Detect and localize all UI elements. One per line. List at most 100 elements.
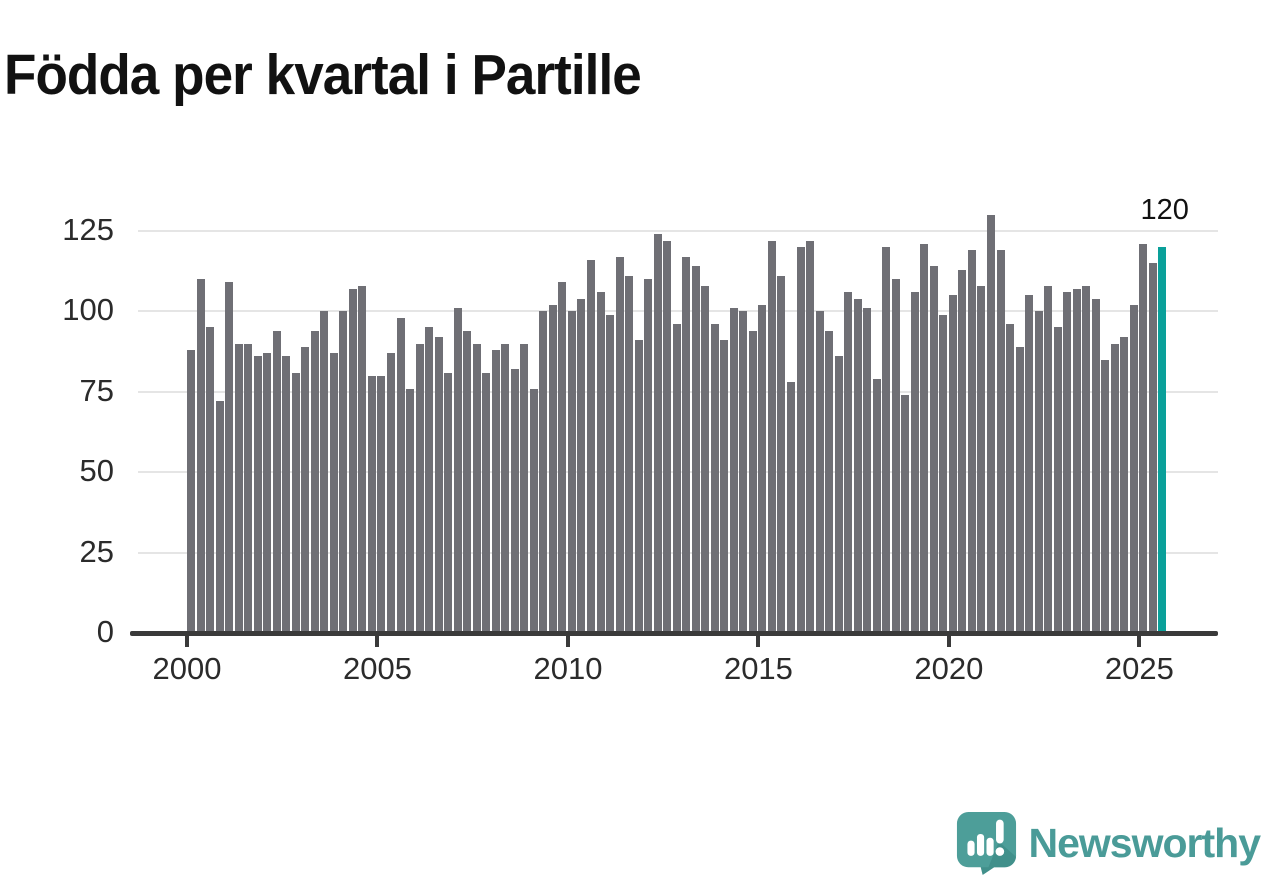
bar-2005-q3: [396, 317, 405, 633]
bar-2005-q2: [387, 353, 395, 633]
bar-2010-q1: [567, 311, 576, 633]
bar-2020-q3: [967, 250, 976, 633]
bar-2001-q4: [253, 356, 262, 633]
bar-2014-q1: [720, 340, 729, 633]
bar-2010-q4: [596, 292, 605, 633]
bar-2015-q2: [767, 240, 776, 633]
bar-2001-q2: [234, 343, 243, 633]
y-axis-tick-label: 25: [79, 533, 114, 569]
bar-2000-q2: [196, 279, 205, 633]
bar-2020-q1: [948, 295, 957, 633]
bar-2003-q4: [329, 353, 338, 633]
bar-2001-q3: [244, 343, 253, 633]
bar-2014-q3: [739, 311, 748, 633]
bar-2007-q3: [472, 343, 481, 633]
bar-2022-q2: [1034, 311, 1043, 633]
bar-2022-q1: [1025, 295, 1034, 633]
bar-2015-q4: [787, 382, 795, 633]
bar-2025-q2: [1148, 263, 1157, 633]
bar-2000-q1: [187, 349, 195, 633]
bar-2021-q4: [1015, 346, 1024, 633]
highlight-value-label: 120: [1135, 194, 1194, 227]
bar-2017-q4: [863, 308, 872, 633]
x-axis-tick-2000: [185, 634, 189, 647]
x-axis-tick-label: 2020: [914, 651, 984, 686]
bar-2018-q1: [872, 378, 881, 633]
bar-2013-q2: [691, 266, 700, 633]
bar-2007-q2: [463, 330, 472, 633]
brand-footer: Newsworthy: [956, 811, 1261, 875]
bar-2021-q1: [987, 214, 996, 633]
bar-2006-q4: [444, 372, 453, 633]
bar-2023-q3: [1082, 285, 1091, 633]
x-axis-tick-label: 2000: [152, 651, 222, 686]
gridline-125: [138, 230, 1218, 232]
bar-2018-q2: [882, 247, 891, 633]
bar-2015-q3: [777, 276, 786, 633]
bar-2024-q1: [1101, 359, 1110, 633]
bar-2012-q2: [653, 234, 662, 633]
x-axis-tick-2005: [375, 634, 380, 647]
bar-2013-q4: [710, 324, 719, 633]
bar-2004-q3: [358, 285, 367, 633]
bar-2022-q3: [1044, 285, 1053, 633]
bar-2005-q1: [377, 375, 386, 633]
bar-2025-q3: [1158, 247, 1167, 633]
bar-2024-q3: [1120, 337, 1129, 633]
x-axis-tick-2015: [756, 634, 761, 647]
bar-2021-q2: [996, 250, 1005, 633]
bar-2013-q3: [701, 285, 710, 633]
bar-2001-q1: [225, 282, 234, 633]
y-axis-tick-label: 125: [62, 212, 114, 247]
bar-2012-q3: [663, 240, 672, 633]
bar-2006-q2: [425, 327, 434, 633]
bar-2015-q1: [758, 304, 767, 633]
bar-2020-q4: [977, 285, 986, 633]
bar-2020-q2: [958, 269, 967, 633]
bar-2002-q4: [291, 372, 300, 633]
x-axis-line: [130, 631, 1218, 636]
bar-2021-q3: [1006, 324, 1015, 633]
bar-2007-q1: [453, 308, 462, 633]
bar-2019-q3: [929, 266, 938, 633]
newsworthy-logo-icon: [956, 811, 1017, 875]
bar-2019-q2: [920, 243, 929, 633]
bar-2002-q1: [263, 353, 272, 633]
bar-2018-q4: [901, 395, 910, 633]
x-axis-tick-2010: [565, 634, 570, 647]
x-axis-tick-2025: [1137, 634, 1142, 647]
bar-2025-q1: [1139, 243, 1148, 633]
bar-2016-q2: [806, 240, 815, 633]
bar-2004-q4: [367, 375, 376, 633]
y-axis-tick-label: 50: [79, 453, 114, 489]
y-axis-tick-label: 0: [96, 614, 114, 649]
bar-2017-q2: [844, 292, 853, 633]
bar-2005-q4: [406, 388, 415, 633]
gridline-100: [138, 310, 1218, 313]
bar-2010-q2: [577, 298, 586, 633]
x-axis-tick-label: 2005: [342, 651, 412, 686]
x-axis-tick-label: 2010: [533, 651, 603, 686]
bar-2000-q3: [206, 327, 215, 633]
x-axis-tick-2020: [946, 634, 951, 647]
bar-2007-q4: [482, 372, 491, 633]
bar-2004-q1: [339, 311, 348, 633]
bar-2016-q1: [796, 247, 805, 633]
bar-2017-q1: [834, 356, 843, 633]
bar-2023-q4: [1091, 298, 1100, 633]
bar-2003-q3: [320, 311, 329, 633]
bar-2014-q2: [729, 308, 738, 633]
bar-2002-q2: [272, 330, 281, 633]
bar-2023-q2: [1072, 288, 1081, 633]
bar-2009-q3: [548, 304, 557, 633]
bar-2008-q2: [501, 343, 510, 633]
bar-2012-q1: [644, 279, 653, 633]
bar-2008-q1: [491, 349, 500, 633]
bar-2023-q1: [1063, 292, 1072, 633]
bar-2009-q4: [558, 282, 567, 633]
bar-2000-q4: [215, 401, 224, 633]
bar-2012-q4: [672, 324, 681, 633]
bar-2003-q2: [310, 330, 319, 633]
bar-2003-q1: [301, 346, 310, 633]
